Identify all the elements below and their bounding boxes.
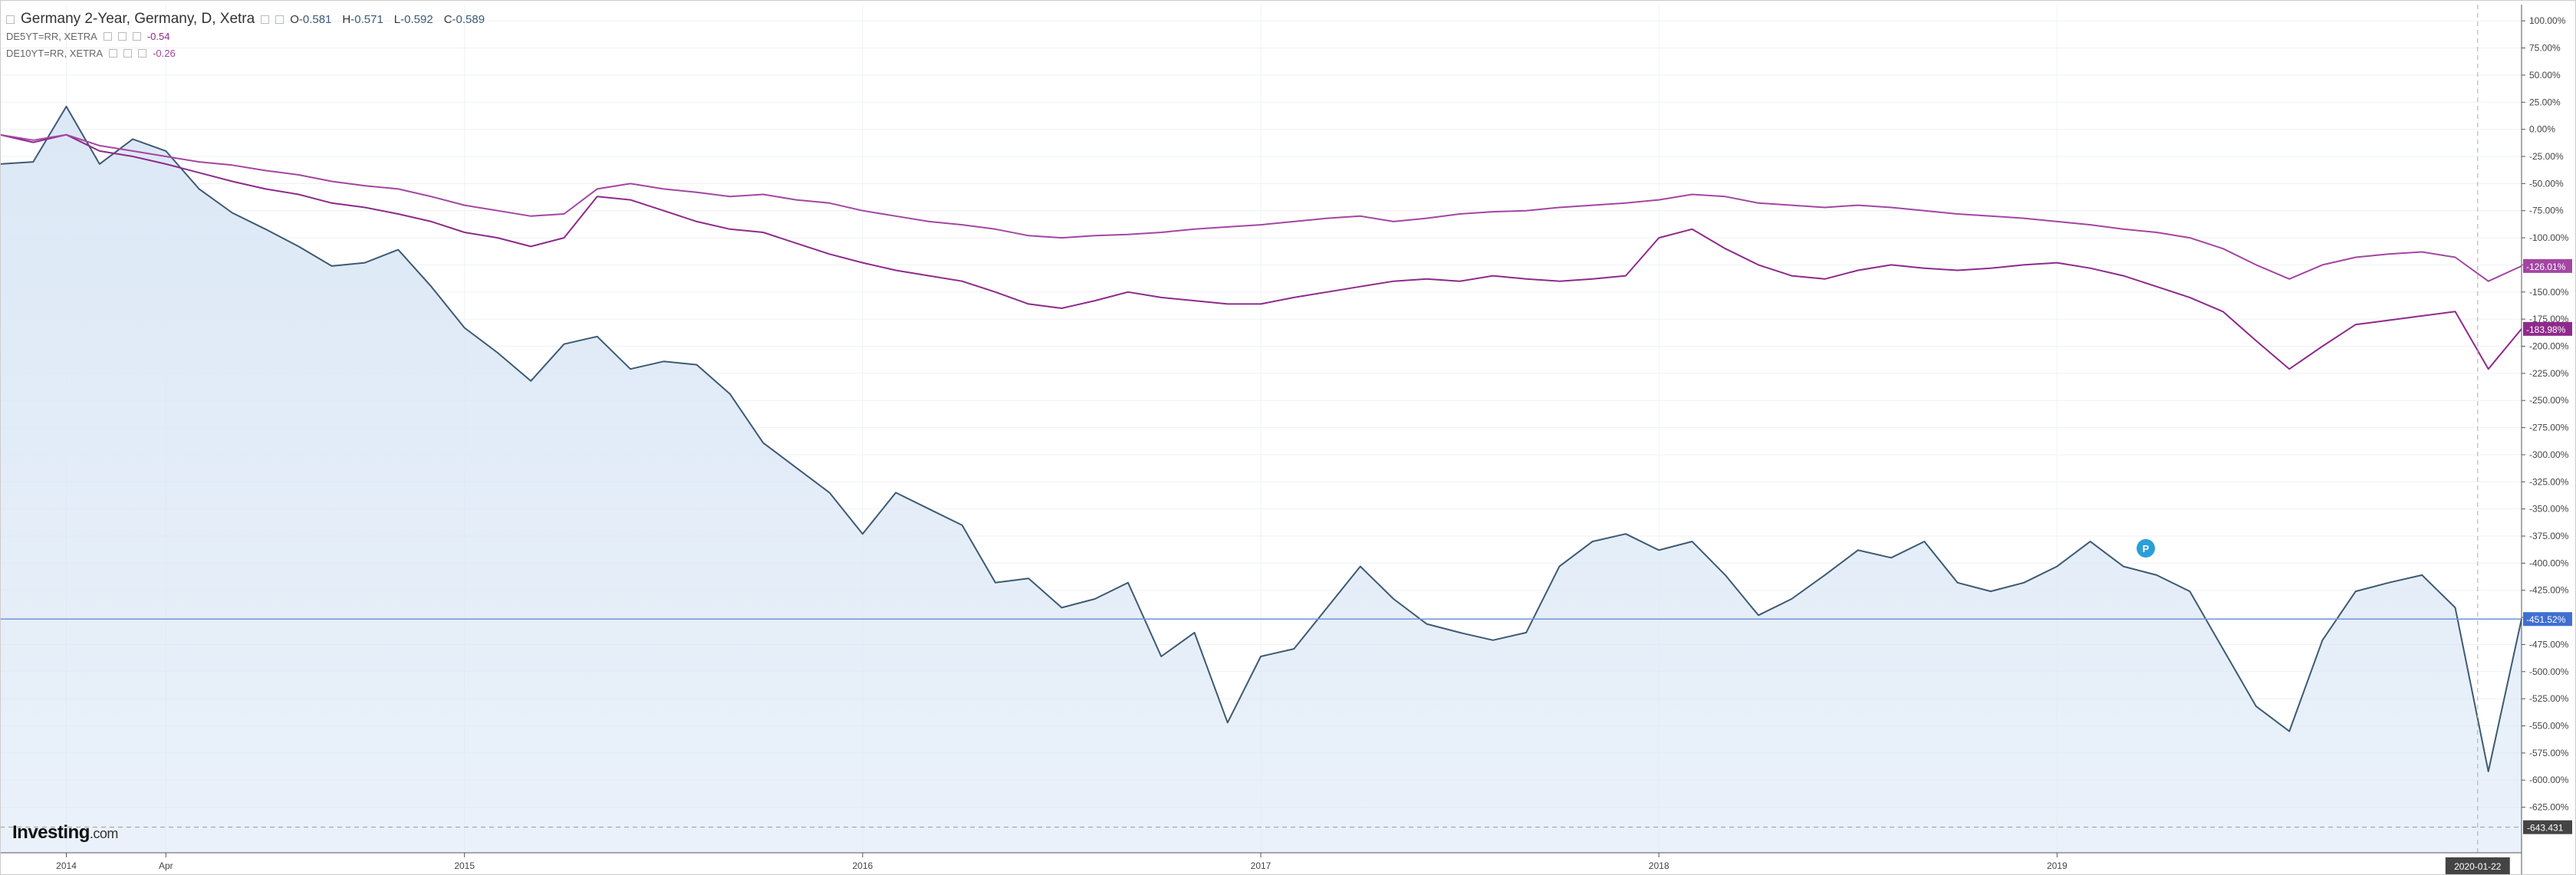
logo-text: Investing: [12, 822, 90, 843]
ohlc-item: L-0.592: [394, 13, 433, 26]
eye-icon[interactable]: [109, 49, 118, 58]
eye-icon[interactable]: [103, 32, 112, 41]
line: [0, 133, 2522, 370]
ohlc-value: -0.589: [452, 12, 485, 26]
y-tick-label: -275.00%: [2529, 423, 2569, 433]
logo[interactable]: Investing.com: [12, 822, 118, 844]
y-tick-label: -425.00%: [2529, 585, 2569, 596]
ohlc-label: L: [393, 12, 401, 26]
low-label: -643.431: [2527, 823, 2564, 834]
y-tick-label: -250.00%: [2529, 395, 2569, 406]
y-tick-label: 50.00%: [2529, 70, 2561, 81]
y-tick-label: -475.00%: [2529, 639, 2569, 650]
x-tick-label: 2018: [1649, 860, 1670, 871]
legend-row: DE10YT=RR, XETRA -0.26: [6, 48, 176, 59]
x-tick-label: 2017: [1251, 860, 1272, 871]
ohlc-value: -0.571: [350, 12, 383, 26]
y-tick-label: -175.00%: [2529, 314, 2569, 324]
y-tick-label: -400.00%: [2529, 558, 2569, 568]
y-tick-label: -200.00%: [2529, 341, 2569, 352]
ohlc-value: -0.592: [400, 12, 433, 26]
y-tick-label: -375.00%: [2529, 531, 2569, 541]
legend-label: DE5YT=RR, XETRA: [6, 31, 97, 42]
y-tick-label: -325.00%: [2529, 476, 2569, 487]
y-tick-label: 75.00%: [2529, 43, 2561, 54]
y-tick-label: -625.00%: [2529, 802, 2569, 813]
settings-icon[interactable]: [123, 49, 133, 58]
y-tick-label: -75.00%: [2529, 206, 2564, 216]
legend-label: DE10YT=RR, XETRA: [6, 48, 104, 59]
y-tick-label: -25.00%: [2529, 151, 2564, 162]
ohlc-item: H-0.571: [342, 13, 383, 26]
crosshair-label: 2020-01-22: [2454, 861, 2502, 872]
y-tick-label: -150.00%: [2529, 287, 2569, 298]
event-marker-bg: [2137, 539, 2155, 558]
last-value-label: -183.98%: [2526, 324, 2566, 335]
ohlc-label: O: [290, 12, 299, 26]
y-tick-label: -225.00%: [2529, 368, 2569, 379]
y-tick-label: -550.00%: [2529, 721, 2569, 732]
legend-quote: -0.54: [146, 31, 170, 42]
event-marker[interactable]: P: [2143, 543, 2150, 554]
y-tick-label: -600.00%: [2529, 775, 2569, 785]
settings-icon[interactable]: [117, 32, 127, 41]
ohlc-label: H: [342, 12, 351, 26]
close-icon[interactable]: [275, 15, 285, 24]
collapse-icon[interactable]: [6, 15, 15, 24]
y-tick-label: -525.00%: [2529, 693, 2569, 704]
line: [0, 133, 2522, 282]
ohlc-item: O-0.581: [290, 13, 331, 26]
last-value-label: -126.01%: [2526, 262, 2566, 272]
ohlc-label: C: [443, 12, 452, 26]
last-value-bg: [2523, 321, 2572, 336]
x-tick-label: 2014: [56, 860, 77, 871]
last-value-label: -451.52%: [2526, 614, 2566, 625]
y-tick-label: -350.00%: [2529, 504, 2569, 515]
area: [0, 106, 2522, 853]
close-icon[interactable]: [132, 32, 141, 41]
y-tick-label: 100.00%: [2529, 15, 2566, 26]
y-tick-label: -50.00%: [2529, 178, 2564, 189]
chart-title: Germany 2-Year, Germany, D, Xetra: [21, 11, 255, 27]
ohlc: O-0.581 H-0.571 L-0.592 C-0.589: [290, 13, 485, 26]
x-tick-label: 2016: [852, 860, 873, 871]
y-tick-label: -100.00%: [2529, 232, 2569, 243]
main-legend: Germany 2-Year, Germany, D, Xetra O-0.58…: [6, 11, 485, 28]
settings-icon[interactable]: [261, 15, 270, 24]
legend-quote: -0.26: [153, 48, 176, 59]
y-tick-label: -500.00%: [2529, 666, 2569, 677]
low-label-bg: [2523, 820, 2572, 834]
last-value-bg: [2523, 612, 2572, 627]
ohlc-value: -0.581: [298, 12, 332, 26]
x-tick-label: Apr: [159, 860, 173, 871]
close-icon[interactable]: [138, 49, 147, 58]
y-tick-label: -300.00%: [2529, 449, 2569, 460]
x-tick-label: 2015: [454, 860, 475, 871]
y-tick-label: 25.00%: [2529, 97, 2561, 107]
last-value-bg: [2523, 258, 2572, 273]
logo-suffix: .com: [89, 826, 119, 841]
ohlc-item: C-0.589: [444, 13, 485, 26]
y-tick-label: -575.00%: [2529, 748, 2569, 758]
y-tick-label: 0.00%: [2529, 124, 2555, 135]
line: [0, 105, 2522, 772]
legend-row: DE5YT=RR, XETRA -0.54: [6, 31, 169, 42]
x-tick-label: 2019: [2047, 860, 2068, 871]
crosshair-label-bg: [2445, 857, 2510, 874]
